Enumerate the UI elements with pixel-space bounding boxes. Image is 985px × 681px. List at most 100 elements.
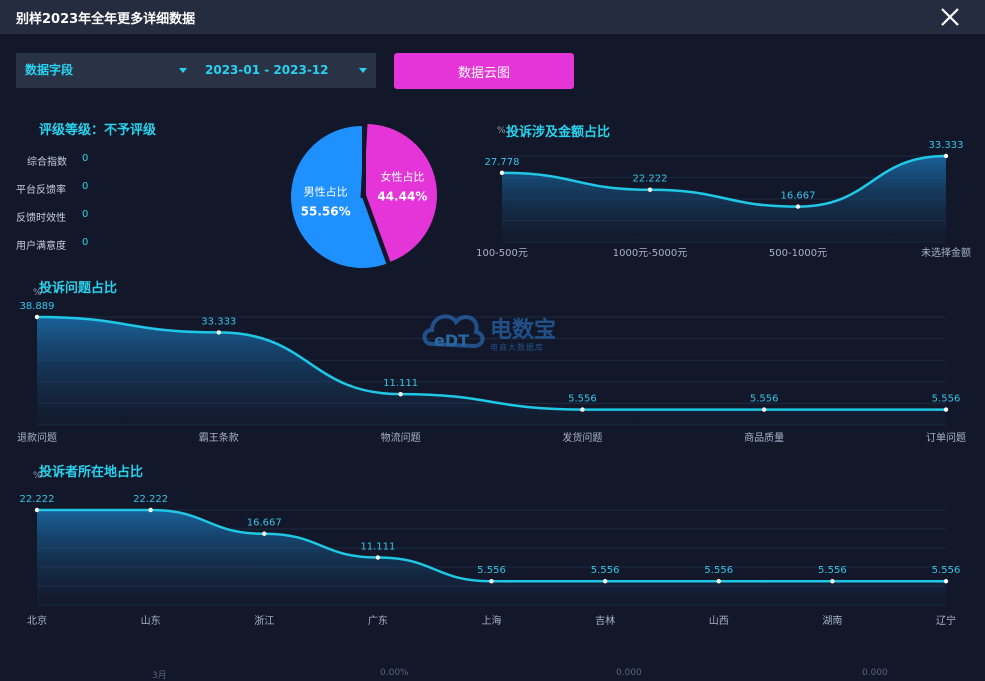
data-point [830,579,835,584]
watermark-brand: 电数宝 [490,318,557,343]
x-tick-label: 广东 [368,614,388,627]
amount-chart-title: 投诉涉及金额占比 [506,125,611,140]
metric-value: 0 [82,153,89,164]
window-title: 别样2023年全年更多详细数据 [16,12,196,27]
footer-value: 0.000 [862,668,888,678]
field-select-label: 数据字段 [25,63,74,77]
data-label: 5.556 [932,394,961,405]
x-tick-label: 订单问题 [926,431,966,444]
x-tick-label: 500-1000元 [769,248,827,259]
pie-divider [360,123,368,199]
x-tick-label: 商品质量 [744,431,784,444]
x-tick-label: 吉林 [595,614,615,627]
x-tick-label: 辽宁 [936,614,956,627]
pie-slice-name: 男性占比 [304,184,348,198]
metric-label: 反馈时效性 [16,213,66,224]
data-point [34,314,40,320]
data-label: 33.333 [201,316,236,327]
data-point [762,407,767,412]
data-point [716,579,721,584]
x-tick-label: 北京 [27,614,47,627]
data-label: 5.556 [818,565,847,576]
issue-unit-label: % [33,288,42,298]
x-tick-label: 霸王条款 [199,431,239,444]
pie-slice-name: 女性占比 [380,170,424,184]
data-label: 11.111 [383,378,418,389]
metric-label: 综合指数 [27,157,67,168]
cloud-logo-icon: eDT [422,314,485,350]
area-fill [37,510,946,605]
series-line [36,315,946,411]
watermark-mark: eDT [434,331,469,350]
data-label: 5.556 [932,565,961,576]
metric-label: 平台反馈率 [16,185,66,196]
location-area-chart: 22.222 北京 22.222 山东 16.667 浙江 11.111 广东 5.556 上海 5… [20,494,961,627]
data-point [34,507,40,513]
title-bar: 别样2023年全年更多详细数据 [0,0,985,34]
watermark-tagline: 电商大数据库 [490,343,544,352]
metric-value: 0 [82,209,89,220]
footer-value: 0.000 [616,668,642,678]
data-point [489,579,494,584]
data-point [216,330,221,335]
close-icon[interactable] [938,5,962,29]
data-point [499,170,505,176]
area-fill [37,317,946,425]
x-tick-label: 浙江 [254,615,274,627]
amount-unit-label: % [497,126,506,136]
data-label: 27.778 [485,157,520,168]
data-label: 5.556 [477,565,506,576]
footer-month: 3月 [152,671,167,681]
footer-row: 3月 0.00% 0.000 0.000 [0,664,985,681]
issue-chart-title: 投诉问题占比 [39,281,118,296]
data-point [943,153,949,159]
data-label: 5.556 [591,565,620,576]
x-tick-label: 山西 [709,615,729,627]
metric-satisfaction: 用户满意度 0 [16,237,88,252]
pie-slice-value: 55.56% [301,204,351,218]
data-point [262,531,267,536]
x-tick-label: 物流问题 [381,431,421,444]
data-point [580,407,585,412]
series-line [37,508,946,583]
x-tick-label: 1000元-5000元 [613,248,688,259]
filter-bar: 数据字段 2023-01 - 2023-12 [16,53,376,88]
pie-slice-female [366,124,437,262]
field-select[interactable]: 数据字段 [25,53,73,88]
x-tick-label: 未选择金额 [921,246,971,259]
data-label: 22.222 [133,494,168,505]
data-point [148,507,153,513]
data-label: 16.667 [247,518,282,529]
data-label: 5.556 [568,394,597,405]
data-point [398,391,403,397]
x-tick-label: 山东 [141,614,161,627]
data-point [602,579,608,584]
location-chart-title: 投诉者所在地占比 [39,465,144,480]
location-unit-label: % [33,471,42,481]
data-point [943,407,949,412]
gender-pie-chart: 女性占比 44.44% 男性占比 55.56% [291,123,437,268]
metric-feedback-rate: 平台反馈率 0 [16,181,88,196]
data-label: 38.889 [20,301,55,312]
footer-percent: 0.00% [380,668,409,678]
data-point [647,187,653,192]
pie-slice-value: 44.44% [377,190,427,204]
date-range-select[interactable]: 2023-01 - 2023-12 [205,53,329,88]
data-cloud-button[interactable]: 数据云图 [394,53,574,89]
caret-down-icon[interactable] [179,68,187,73]
caret-down-icon[interactable] [359,68,367,73]
series-line [501,154,947,208]
issue-area-chart: 38.889 退款问题 33.333 霸王条款 11.111 物流问题 5.556 发货问题 5… [17,301,966,444]
metric-value: 0 [82,237,89,248]
data-label: 33.333 [929,140,964,151]
rating-title: 评级等级：不予评级 [39,123,157,138]
metric-value: 0 [82,181,89,192]
metric-feedback-timeliness: 反馈时效性 0 [16,209,88,224]
data-label: 11.111 [360,542,395,553]
data-label: 16.667 [781,191,816,202]
data-label: 22.222 [633,174,668,185]
watermark: eDT 电数宝 电商大数据库 [420,300,580,360]
data-point [943,579,949,584]
x-tick-label: 100-500元 [476,248,528,259]
data-label: 5.556 [750,394,779,405]
